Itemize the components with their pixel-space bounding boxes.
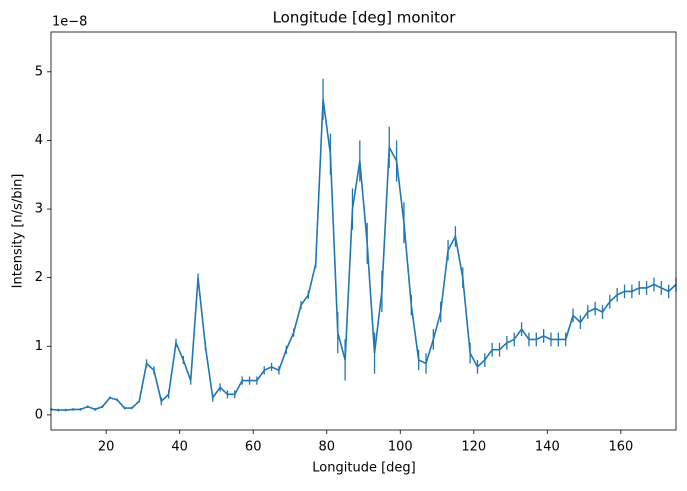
x-tick-label: 40 <box>171 440 188 455</box>
x-tick-label: 140 <box>535 440 560 455</box>
y-tick-label: 3 <box>35 202 43 217</box>
x-tick-label: 100 <box>388 440 413 455</box>
data-line <box>50 99 677 411</box>
y-tick-label: 0 <box>35 407 43 422</box>
chart-title: Longitude [deg] monitor <box>273 9 457 27</box>
x-tick-label: 160 <box>608 440 633 455</box>
x-tick-label: 20 <box>98 440 115 455</box>
y-tick-label: 4 <box>35 133 43 148</box>
y-tick-label: 5 <box>35 64 43 79</box>
plot-frame <box>50 31 677 431</box>
x-tick-label: 120 <box>461 440 486 455</box>
y-axis-label: Intensity [n/s/bin] <box>11 174 26 289</box>
y-tick-label: 2 <box>35 270 43 285</box>
y-offset-label: 1e−8 <box>52 15 87 30</box>
x-tick-label: 60 <box>245 440 262 455</box>
x-tick-label: 80 <box>318 440 335 455</box>
y-tick-label: 1 <box>35 339 43 354</box>
x-axis-label: Longitude [deg] <box>312 461 415 476</box>
